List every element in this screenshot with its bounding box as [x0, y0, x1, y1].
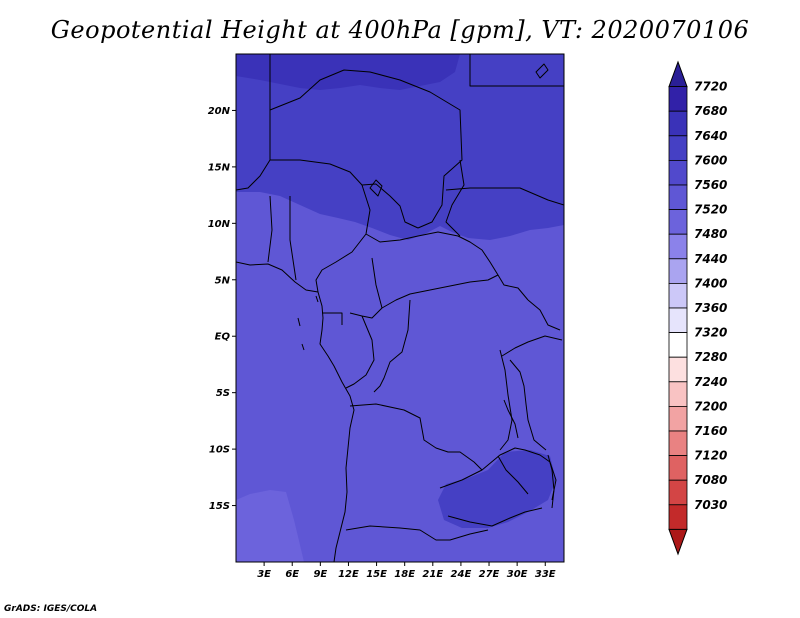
colorbar-level-label: 7520	[694, 203, 727, 217]
map-frame	[235, 53, 565, 563]
colorbar-level-label: 7480	[694, 227, 727, 241]
field-southeast-patch	[438, 450, 556, 528]
border-west	[236, 54, 271, 191]
colorbar-level-label: 7680	[694, 104, 727, 118]
colorbar-swatch	[668, 455, 688, 481]
border-nigeria	[267, 184, 371, 293]
colorbar-level-label: 7640	[694, 129, 727, 143]
border-east-africa	[501, 299, 563, 451]
lat-tick-label: 10S	[209, 445, 230, 456]
colorbar-level-label: 7600	[694, 153, 727, 167]
lon-tick-label: 21E	[422, 569, 443, 580]
colorbar-swatch	[668, 184, 688, 211]
lon-tick-label: 30E	[507, 569, 528, 580]
colorbar-top-arrow	[668, 60, 688, 88]
colorbar-swatch	[668, 282, 688, 309]
colorbar-swatch	[668, 332, 688, 358]
colorbar-swatch	[668, 307, 688, 334]
colorbar-level-label: 7360	[694, 301, 727, 315]
lat-tick-label: EQ	[215, 332, 231, 343]
lat-tick-label: 15S	[209, 501, 230, 512]
lat-tick-label: 5S	[216, 388, 230, 399]
lat-axis: 20N 15N 10N 5N EQ 5S 10S 15S	[208, 106, 236, 512]
lon-tick-label: 9E	[313, 569, 327, 580]
border-angola	[345, 403, 489, 541]
colorbar-swatch	[668, 356, 688, 383]
lon-tick-label: 24E	[451, 569, 472, 580]
field-north-cap	[236, 54, 460, 90]
lake-chad	[369, 179, 383, 197]
border-niger-south	[270, 159, 419, 229]
colorbar: 7720 7680 7640 7600 7560 7520 7480 7440 7400 7360…	[668, 60, 727, 556]
border-mali-niger	[269, 69, 463, 229]
colorbar-level-label: 7120	[694, 449, 727, 463]
coast-islands	[297, 63, 549, 351]
lon-axis: 3E 6E 9E 12E 15E 18E 21E 24E 27E 30E 33E	[257, 562, 556, 580]
border-zambia	[439, 447, 557, 527]
colorbar-level-label: 7240	[694, 375, 727, 389]
colorbar-swatch	[668, 258, 688, 284]
lon-tick-label: 18E	[394, 569, 415, 580]
colorbar-swatch	[668, 430, 688, 457]
colorbar-level-label: 7030	[694, 498, 727, 512]
colorbar-swatch	[668, 159, 688, 186]
colorbar-swatch	[668, 209, 688, 235]
colorbar-level-label: 7280	[694, 350, 727, 364]
lat-tick-label: 15N	[208, 162, 231, 173]
colorbar-swatch	[668, 405, 688, 432]
colorbar-swatch	[668, 110, 688, 137]
colorbar-level-label: 7440	[694, 252, 727, 266]
colorbar-level-label: 7320	[694, 326, 727, 340]
lon-tick-label: 15E	[366, 569, 387, 580]
colorbar-level-label: 7720	[694, 80, 727, 94]
map-title: Geopotential Height at 400hPa [gpm], VT:…	[50, 16, 750, 44]
colorbar-level-label: 7080	[694, 473, 727, 487]
grads-credit: GrADS: IGES/COLA	[4, 604, 98, 614]
colorbar-swatch	[668, 233, 688, 260]
colorbar-swatch	[668, 86, 688, 112]
lon-tick-label: 12E	[338, 569, 359, 580]
colorbar-swatch	[668, 381, 688, 407]
border-congo	[322, 307, 383, 389]
border-sudan	[445, 54, 564, 237]
colorbar-level-label: 7160	[694, 424, 727, 438]
lat-tick-label: 20N	[208, 106, 231, 117]
coastline-west-africa	[236, 261, 355, 562]
colorbar-level-label: 7200	[694, 399, 727, 413]
colorbar-level-label: 7560	[694, 178, 727, 192]
border-car-cameroon	[371, 257, 499, 309]
lon-tick-label: 3E	[257, 569, 271, 580]
country-borders	[236, 54, 564, 562]
colorbar-swatch	[668, 135, 688, 161]
colorbar-swatch	[668, 479, 688, 506]
field-southwest-patch	[236, 490, 304, 562]
border-central-africa	[365, 231, 529, 301]
colorbar-level-label: 7400	[694, 276, 727, 290]
border-lakes	[497, 399, 555, 509]
lon-tick-label: 6E	[285, 569, 299, 580]
border-drc-east	[373, 299, 513, 451]
lon-tick-label: 27E	[479, 569, 500, 580]
lat-tick-label: 10N	[208, 219, 231, 230]
field-north-band	[236, 54, 564, 240]
colorbar-swatch	[668, 504, 688, 530]
height-field	[236, 54, 564, 562]
lat-tick-label: 5N	[215, 275, 231, 286]
lon-tick-label: 33E	[535, 569, 556, 580]
colorbar-bottom-arrow	[668, 528, 688, 556]
